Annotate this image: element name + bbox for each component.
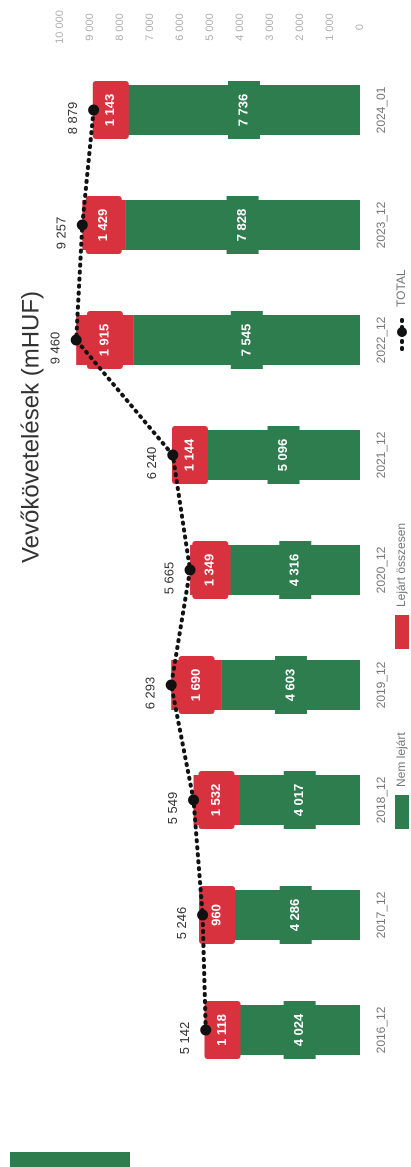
legend-label: Nem lejárt xyxy=(394,732,408,787)
y-tick-label: 5 000 xyxy=(204,13,216,41)
total-marker xyxy=(184,564,196,576)
y-tick-label: 8 000 xyxy=(114,13,126,41)
label-box xyxy=(171,426,208,484)
label-box xyxy=(204,1001,241,1059)
data-label: 4 024 xyxy=(291,1013,306,1046)
data-label: 1 429 xyxy=(95,209,110,242)
data-label: 7 828 xyxy=(234,209,249,242)
y-tick-label: 0 xyxy=(354,24,366,30)
data-label: 5 096 xyxy=(275,439,290,472)
total-marker xyxy=(76,219,88,231)
total-label: 9 257 xyxy=(54,217,69,250)
total-label: 5 142 xyxy=(177,1022,192,1055)
y-tick-label: 4 000 xyxy=(234,13,246,41)
total-marker xyxy=(188,794,200,806)
y-tick-label: 9 000 xyxy=(84,13,96,41)
data-label: 1 349 xyxy=(202,554,217,587)
y-tick-label: 10 000 xyxy=(54,10,66,44)
data-label: 4 316 xyxy=(287,554,302,587)
label-box xyxy=(178,656,215,714)
data-label: 4 017 xyxy=(291,784,306,817)
x-tick-label: 2023_12 xyxy=(374,201,388,248)
total-marker xyxy=(200,1024,212,1036)
total-marker xyxy=(165,679,177,691)
chart-title: Vevőkövetelések (mHUF) xyxy=(17,291,44,563)
data-label: 1 144 xyxy=(181,438,196,471)
total-label: 6 293 xyxy=(143,677,158,710)
y-tick-label: 7 000 xyxy=(144,13,156,41)
x-tick-label: 2021_12 xyxy=(374,431,388,478)
rotated-chart: Vevőkövetelések (mHUF) 0 1 000 2 000 3 000 4… xyxy=(17,10,409,1059)
total-marker xyxy=(197,909,209,921)
total-marker xyxy=(88,104,100,116)
label-box xyxy=(227,81,260,139)
x-tick-label: 2020_12 xyxy=(374,546,388,593)
x-tick-label: 2022_12 xyxy=(374,316,388,363)
legend-swatch xyxy=(395,615,409,649)
x-tick-label: 2019_12 xyxy=(374,661,388,708)
data-label: 4 603 xyxy=(282,669,297,702)
total-label: 5 665 xyxy=(161,562,176,595)
legend-label: TOTAL xyxy=(394,269,408,307)
data-label: 4 286 xyxy=(287,899,302,932)
data-label: 1 143 xyxy=(102,94,117,127)
label-box xyxy=(198,771,235,829)
x-tick-label: 2016_12 xyxy=(374,1006,388,1053)
label-box xyxy=(226,196,259,254)
data-label: 1 690 xyxy=(188,669,203,702)
x-tick-label: 2017_12 xyxy=(374,891,388,938)
total-label: 5 549 xyxy=(165,792,180,825)
y-tick-label: 3 000 xyxy=(264,13,276,41)
label-box xyxy=(267,426,300,484)
legend-label: Lejárt összesen xyxy=(394,523,408,607)
total-label: 6 240 xyxy=(144,447,159,480)
label-box xyxy=(86,311,123,369)
y-tick-label: 1 000 xyxy=(324,13,336,41)
label-box xyxy=(92,81,129,139)
label-box xyxy=(192,541,229,599)
label-box xyxy=(279,541,312,599)
data-label: 1 118 xyxy=(214,1014,229,1046)
y-tick-label: 2 000 xyxy=(294,13,306,41)
decor-bar xyxy=(10,1152,130,1167)
label-box xyxy=(274,656,307,714)
label-box xyxy=(199,886,236,944)
total-marker xyxy=(167,449,179,461)
label-box xyxy=(230,311,263,369)
label-box xyxy=(85,196,122,254)
legend-swatch xyxy=(395,795,409,829)
label-box xyxy=(279,886,312,944)
data-label: 7 736 xyxy=(235,94,250,127)
y-tick-label: 6 000 xyxy=(174,13,186,41)
label-box xyxy=(283,771,316,829)
total-label: 8 879 xyxy=(65,102,80,135)
data-label: 1 532 xyxy=(208,784,223,817)
data-label: 1 915 xyxy=(96,324,111,357)
total-label: 5 246 xyxy=(174,907,189,940)
data-label: 960 xyxy=(208,904,223,926)
total-marker xyxy=(70,334,82,346)
legend-swatch xyxy=(397,327,407,337)
x-tick-label: 2024_01 xyxy=(374,86,388,133)
data-label: 7 545 xyxy=(238,324,253,357)
label-box xyxy=(283,1001,316,1059)
total-label: 9 460 xyxy=(48,332,63,365)
x-tick-label: 2018_12 xyxy=(374,776,388,823)
